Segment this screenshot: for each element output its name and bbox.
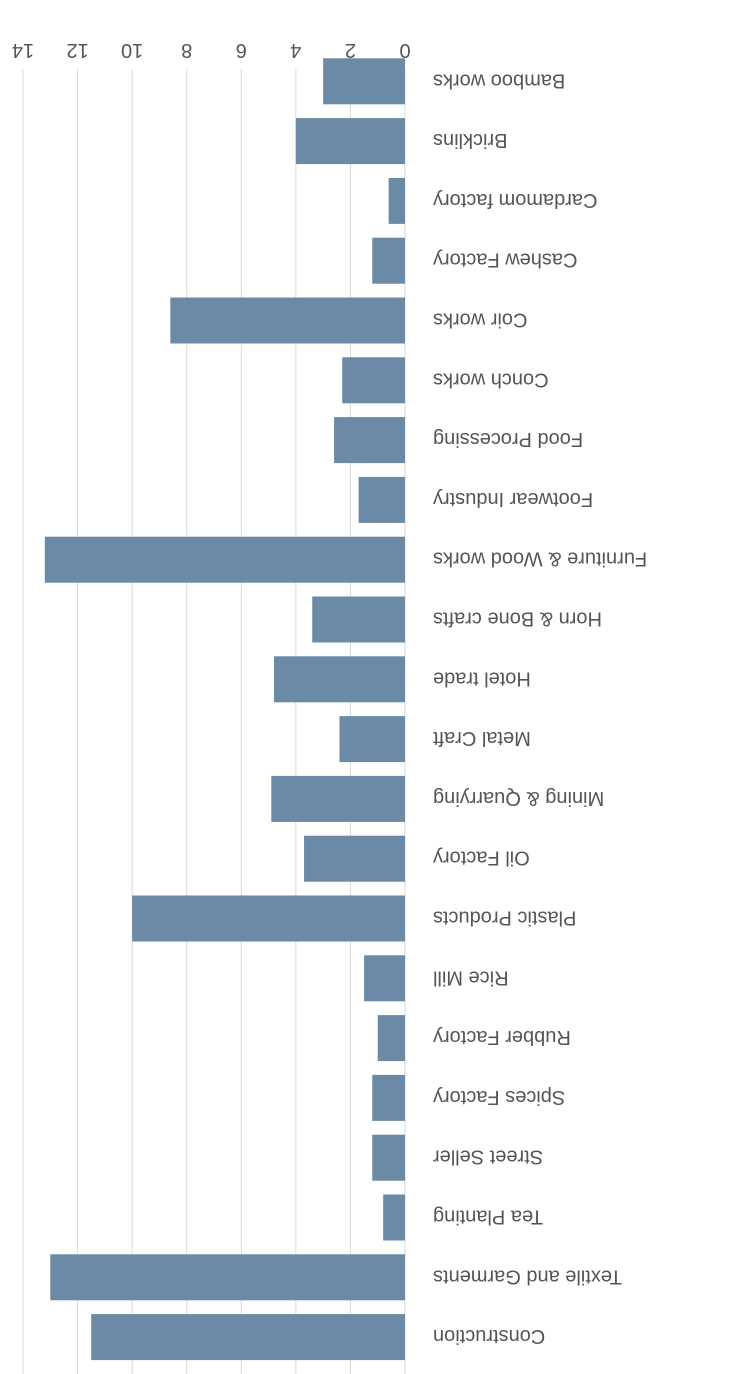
x-tick-label: 12: [66, 39, 88, 61]
category-label: Mining & Quarrying: [433, 787, 604, 809]
bar: [339, 716, 405, 763]
category-label: Cardamom factory: [433, 189, 598, 211]
category-label: Metal Craft: [433, 727, 531, 749]
category-label: Food Processing: [433, 428, 583, 450]
category-label: Footwear Industry: [433, 488, 593, 510]
gridlines: [22, 69, 406, 1374]
bar: [372, 1074, 405, 1121]
category-label: Textile and Garments: [433, 1265, 622, 1287]
bar: [132, 895, 405, 942]
x-tick-labels: 0 2 4 6 8 10 12 14: [12, 39, 411, 61]
bars: [44, 58, 405, 1361]
category-label: Oil Factory: [433, 847, 530, 869]
bar: [91, 1314, 405, 1361]
category-label: Furniture & Wood works: [433, 548, 647, 570]
x-tick-label: 10: [121, 39, 143, 61]
category-label: Coir works: [433, 309, 527, 331]
bar: [342, 357, 405, 404]
category-labels: Bamboo works Bricklins Cardamom factory Cas…: [433, 69, 648, 1347]
bar: [274, 656, 405, 703]
x-tick-label: 8: [181, 39, 192, 61]
category-label: Rice Mill: [433, 966, 509, 988]
category-label: Horn & Bone crafts: [433, 608, 602, 630]
category-label: Cashew Factory: [433, 249, 578, 271]
bar: [372, 1134, 405, 1181]
category-label: Tea Planting: [433, 1206, 543, 1228]
category-label: Hotel trade: [433, 667, 531, 689]
bar: [44, 536, 405, 583]
bar: [312, 596, 405, 643]
category-label: Street Seller: [433, 1146, 543, 1168]
bar: [358, 476, 405, 523]
bar: [304, 835, 405, 882]
bar: [388, 177, 405, 224]
category-label: Rubber Factory: [433, 1026, 571, 1048]
category-label: Construction: [433, 1325, 545, 1347]
bar: [170, 297, 405, 344]
category-label: Spices Factory: [433, 1086, 565, 1108]
category-label: Bamboo works: [433, 69, 565, 91]
bar: [271, 775, 405, 822]
x-tick-label: 0: [399, 39, 410, 61]
bar: [295, 118, 405, 165]
category-label: Conch works: [433, 368, 549, 390]
bar: [372, 237, 405, 284]
bar: [377, 1015, 405, 1062]
bar: [334, 417, 405, 464]
category-label: Plastic Products: [433, 907, 576, 929]
bar: [323, 58, 405, 105]
x-tick-label: 14: [12, 39, 34, 61]
bar: [383, 1194, 405, 1241]
x-tick-label: 6: [236, 39, 247, 61]
x-tick-label: 4: [290, 39, 301, 61]
bar: [50, 1254, 405, 1301]
category-label: Bricklins: [433, 129, 507, 151]
x-tick-label: 2: [345, 39, 356, 61]
bar: [364, 955, 405, 1002]
